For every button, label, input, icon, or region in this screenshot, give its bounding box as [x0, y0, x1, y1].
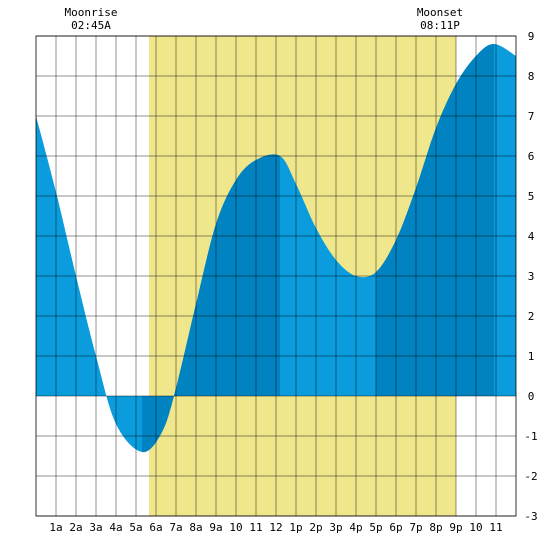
y-tick-label: 5 [528, 190, 535, 203]
y-tick-label: 8 [528, 70, 535, 83]
y-tick-label: 0 [528, 390, 535, 403]
moonset-label: Moonset [417, 6, 463, 19]
x-tick-label: 4p [349, 521, 362, 534]
x-tick-label: 6a [149, 521, 162, 534]
x-tick-label: 12 [269, 521, 282, 534]
x-tick-label: 3a [89, 521, 102, 534]
x-tick-label: 9a [209, 521, 222, 534]
x-tick-label: 5p [369, 521, 382, 534]
y-tick-label: 2 [528, 310, 535, 323]
x-tick-label: 3p [329, 521, 342, 534]
x-tick-label: 5a [129, 521, 142, 534]
x-tick-label: 7a [169, 521, 182, 534]
y-tick-label: 3 [528, 270, 535, 283]
x-tick-label: 6p [389, 521, 402, 534]
y-tick-label: 6 [528, 150, 535, 163]
x-tick-label: 4a [109, 521, 122, 534]
x-tick-label: 1p [289, 521, 302, 534]
x-tick-label: 2a [69, 521, 82, 534]
x-tick-label: 10 [229, 521, 242, 534]
x-tick-label: 8a [189, 521, 202, 534]
y-tick-label: 7 [528, 110, 535, 123]
y-tick-label: -1 [524, 430, 537, 443]
x-tick-label: 7p [409, 521, 422, 534]
x-tick-label: 1a [49, 521, 62, 534]
y-tick-label: -2 [524, 470, 537, 483]
x-tick-label: 10 [469, 521, 482, 534]
y-tick-label: 9 [528, 30, 535, 43]
moonrise-time: 02:45A [71, 19, 111, 32]
y-tick-label: 1 [528, 350, 535, 363]
x-tick-label: 11 [489, 521, 502, 534]
y-tick-label: 4 [528, 230, 535, 243]
moonset-time: 08:11P [420, 19, 460, 32]
x-tick-label: 2p [309, 521, 322, 534]
plot-frame [35, 35, 517, 517]
y-tick-label: -3 [524, 510, 537, 523]
x-tick-label: 11 [249, 521, 262, 534]
x-tick-label: 9p [449, 521, 462, 534]
x-tick-label: 8p [429, 521, 442, 534]
moonrise-label: Moonrise [65, 6, 118, 19]
